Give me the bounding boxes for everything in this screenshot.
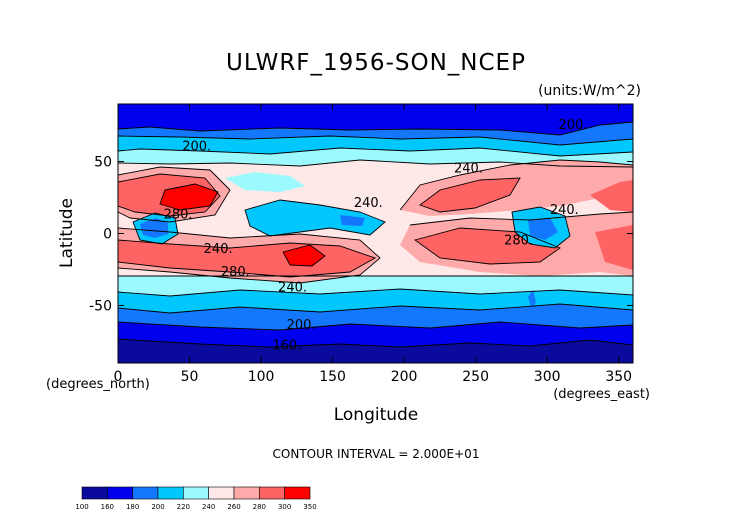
contour-line — [413, 227, 561, 265]
colorbar-level-label: 300 — [278, 503, 291, 511]
x-tick-label: 300 — [534, 369, 561, 385]
contour-lines — [118, 121, 633, 348]
contour-label: 240. — [278, 281, 307, 296]
y-axis-ticks: -50 0 50 — [89, 155, 633, 314]
cold-central-asia — [225, 172, 305, 192]
colorbar: 100 160 180 200 220 240 260 280 300 350 — [75, 486, 317, 511]
contour-line — [118, 135, 633, 146]
contour-label: 280. — [504, 233, 533, 248]
colorbar-level-label: 350 — [303, 503, 316, 511]
contour-label: 240. — [454, 161, 483, 176]
colorbar-level-label: 100 — [75, 503, 88, 511]
band-280-far-east — [595, 225, 633, 270]
contour-line — [118, 173, 221, 217]
cold-tropics-africa-core — [140, 218, 168, 238]
units-label: (units:W/m^2) — [538, 83, 641, 99]
contour-line — [118, 338, 633, 348]
y-unit-note: (degrees_north) — [46, 377, 150, 392]
contour-interval-note: CONTOUR INTERVAL = 2.000E+01 — [273, 447, 480, 461]
x-tick-label: 150 — [319, 369, 346, 385]
colorbar-swatch — [208, 486, 235, 500]
colorbar-swatch — [233, 486, 260, 500]
contour-label: 160. — [272, 338, 301, 353]
x-axis-ticks: 0 50 100 150 200 250 300 350 — [114, 104, 632, 385]
x-tick-label: 100 — [248, 369, 275, 385]
contour-line — [118, 303, 633, 314]
contour-label: 240. — [204, 242, 233, 257]
y-tick-label: 0 — [103, 227, 112, 243]
contour-line — [118, 288, 633, 297]
cold-amazon-core — [528, 218, 558, 240]
colorbar-level-label: 220 — [177, 503, 190, 511]
x-tick-label: 50 — [181, 369, 199, 385]
contour-line — [118, 227, 381, 284]
colorbar-level-label: 160 — [101, 503, 114, 511]
band-280-nh-east — [420, 178, 520, 212]
y-axis-label: Latitude — [57, 198, 77, 268]
x-tick-label: 350 — [605, 369, 632, 385]
x-tick-label: 200 — [391, 369, 418, 385]
band-300-australia — [283, 245, 325, 266]
colorbar-swatch — [132, 486, 159, 500]
contour-label: 280. — [164, 207, 193, 222]
contour-label: 200. — [287, 318, 316, 333]
x-unit-note: (degrees_east) — [553, 387, 650, 402]
chart-title: ULWRF_1956-SON_NCEP — [226, 50, 526, 76]
band-220-s — [118, 276, 633, 296]
contour-line — [282, 244, 326, 267]
contour-line — [118, 321, 633, 331]
contour-line — [419, 177, 521, 213]
colorbar-level-label: 240 — [202, 503, 215, 511]
contour-line — [399, 159, 633, 211]
x-tick-label: 0 — [114, 369, 123, 385]
colorbar-level-label: 200 — [151, 503, 164, 511]
colorbar-level-label: 260 — [227, 503, 240, 511]
contour-line — [118, 121, 633, 136]
contour-line — [244, 199, 386, 237]
colorbar-level-label: 180 — [126, 503, 139, 511]
contour-labels: 200. 200. 240. 240. 240. 280. 240. 280. 280. 240.… — [164, 118, 588, 353]
contour-label: 240. — [550, 203, 579, 218]
contour-line — [159, 183, 219, 211]
colorbar-swatch — [107, 486, 133, 500]
contour-line — [118, 239, 377, 278]
contour-label: 240. — [354, 196, 383, 211]
colorbar-level-label: 280 — [253, 503, 266, 511]
band-200-n — [118, 136, 633, 156]
plot-field — [118, 104, 633, 363]
band-160-n — [118, 104, 633, 135]
band-300-arabia — [160, 184, 218, 210]
contour-label: 280. — [221, 265, 250, 280]
x-axis-label: Longitude — [334, 405, 419, 425]
cold-andes — [528, 290, 536, 310]
colorbar-swatch — [259, 486, 285, 500]
contour-label: 200. — [558, 118, 587, 133]
colorbar-swatch — [284, 486, 311, 500]
cold-maritime-core — [340, 215, 365, 226]
contour-line — [118, 166, 231, 223]
contour-line — [118, 159, 633, 168]
colorbar-swatch — [157, 486, 184, 500]
band-280-nh-far-east — [590, 180, 633, 212]
contour-line — [511, 206, 571, 249]
colorbar-swatch — [81, 486, 108, 500]
colorbar-swatch — [183, 486, 209, 500]
contour-line — [409, 211, 633, 226]
y-tick-label: -50 — [89, 298, 112, 314]
x-tick-label: 250 — [462, 369, 489, 385]
contour-line — [118, 147, 633, 157]
y-tick-label: 50 — [94, 155, 112, 171]
cold-maritime — [245, 200, 385, 236]
contour-label: 200. — [182, 140, 211, 155]
contour-line — [132, 212, 179, 245]
